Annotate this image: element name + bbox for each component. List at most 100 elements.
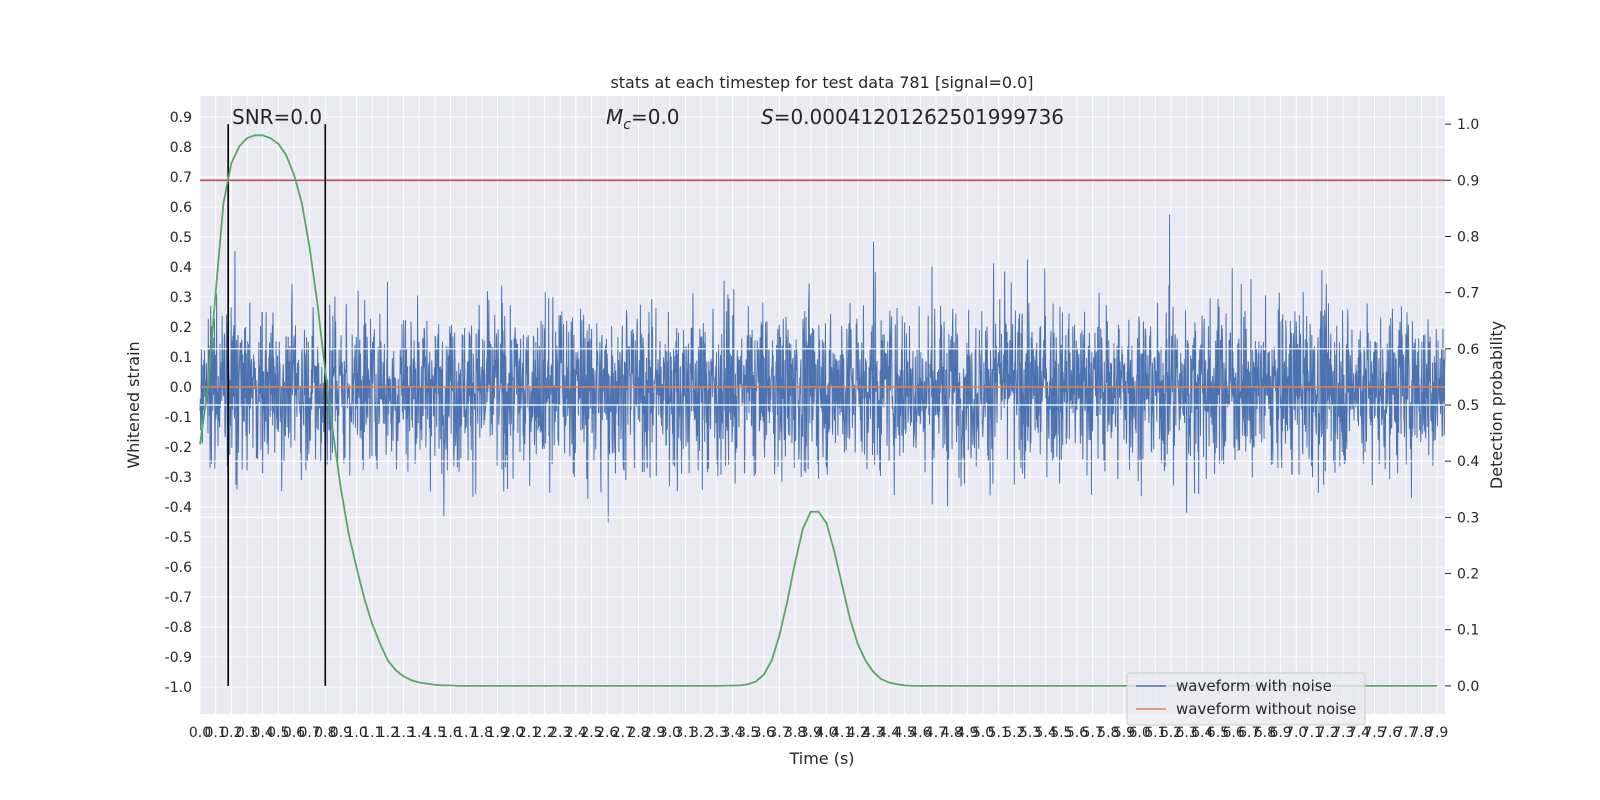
y-tick-label-right: 0.2 [1457, 567, 1479, 583]
x-tick-label: 0.1 [205, 725, 227, 741]
x-tick-label: 4.2 [847, 725, 869, 741]
x-tick-label: 1.4 [408, 725, 430, 741]
legend-label-noisy: waveform with noise [1176, 677, 1332, 695]
x-tick-label: 3.5 [737, 725, 759, 741]
y-tick-label-left: -0.1 [165, 410, 192, 426]
x-tick-label: 6.0 [1128, 725, 1150, 741]
y-tick-label-left: 0.5 [170, 230, 192, 246]
x-tick-label: 7.2 [1316, 725, 1338, 741]
y-tick-label-right: 0.9 [1457, 173, 1479, 189]
x-tick-label: 5.3 [1019, 725, 1041, 741]
y-tick-label-right: 0.3 [1457, 510, 1479, 526]
x-tick-label: 1.1 [361, 725, 383, 741]
x-tick-label: 6.8 [1254, 725, 1276, 741]
x-tick-label: 6.9 [1269, 725, 1291, 741]
x-tick-label: 5.8 [1097, 725, 1119, 741]
y-tick-label-left: 0.3 [170, 290, 192, 306]
x-tick-label: 2.5 [580, 725, 602, 741]
snr-annotation: SNR=0.0 [232, 105, 322, 129]
x-tick-label: 0.2 [220, 725, 242, 741]
detection-probability-line [199, 134, 1438, 687]
x-tick-label: 7.7 [1395, 725, 1417, 741]
x-tick-label: 4.6 [909, 725, 931, 741]
y-tick-label-left: 0.1 [170, 350, 192, 366]
x-tick-label: 5.0 [972, 725, 994, 741]
y-tick-label-right: 1.0 [1457, 117, 1479, 133]
y-tick-label-left: -0.4 [165, 500, 192, 516]
x-tick-label: 4.8 [941, 725, 963, 741]
x-tick-label: 2.8 [627, 725, 649, 741]
y-tick-label-left: -0.5 [165, 530, 192, 546]
x-tick-label: 3.0 [659, 725, 681, 741]
x-tick-label: 0.5 [267, 725, 289, 741]
y-axis-label-left: Whitened strain [124, 341, 143, 468]
x-tick-label: 7.5 [1363, 725, 1385, 741]
x-tick-label: 0.0 [189, 725, 211, 741]
y-tick-label-left: 0.8 [170, 140, 192, 156]
x-tick-label: 0.4 [252, 725, 274, 741]
x-tick-label: 1.7 [455, 725, 477, 741]
x-tick-label: 0.7 [298, 725, 320, 741]
x-tick-label: 4.4 [878, 725, 900, 741]
y-tick-label-right: 0.7 [1457, 286, 1479, 302]
y-tick-label-right: 0.0 [1457, 679, 1479, 695]
x-tick-label: 1.0 [345, 725, 367, 741]
x-tick-label: 6.6 [1222, 725, 1244, 741]
x-tick-label: 0.9 [330, 725, 352, 741]
x-tick-label: 4.0 [815, 725, 837, 741]
x-tick-label: 3.3 [706, 725, 728, 741]
x-tick-label: 6.2 [1160, 725, 1182, 741]
y-tick-label-left: 0.2 [170, 320, 192, 336]
axes-text: 0.00.10.20.30.40.50.60.70.80.91.01.11.21… [165, 110, 1480, 741]
x-tick-label: 0.6 [283, 725, 305, 741]
y-tick-label-right: 0.6 [1457, 342, 1479, 358]
x-tick-label: 6.4 [1191, 725, 1213, 741]
x-tick-label: 1.9 [486, 725, 508, 741]
x-tick-label: 7.8 [1410, 725, 1432, 741]
chart-title: stats at each timestep for test data 781… [610, 73, 1033, 92]
x-tick-label: 7.1 [1301, 725, 1323, 741]
x-tick-label: 1.2 [377, 725, 399, 741]
x-tick-label: 6.5 [1207, 725, 1229, 741]
x-tick-label: 5.9 [1113, 725, 1135, 741]
x-tick-label: 5.1 [988, 725, 1010, 741]
y-tick-label-right: 0.8 [1457, 229, 1479, 245]
x-tick-label: 6.7 [1238, 725, 1260, 741]
x-tick-label: 7.9 [1426, 725, 1448, 741]
legend-box [1126, 672, 1366, 726]
y-tick-label-left: -0.8 [165, 620, 192, 636]
x-tick-label: 5.7 [1082, 725, 1104, 741]
y-tick-label-left: -0.6 [165, 560, 192, 576]
x-tick-label: 4.3 [862, 725, 884, 741]
x-tick-label: 2.4 [565, 725, 587, 741]
y-tick-label-left: 0.6 [170, 200, 192, 216]
x-tick-label: 3.1 [674, 725, 696, 741]
x-tick-label: 3.7 [768, 725, 790, 741]
x-tick-label: 4.9 [956, 725, 978, 741]
x-tick-label: 2.7 [612, 725, 634, 741]
x-tick-label: 2.1 [518, 725, 540, 741]
overlay [199, 124, 1445, 687]
y-tick-label-left: -0.9 [165, 650, 192, 666]
x-tick-label: 3.2 [690, 725, 712, 741]
y-tick-label-left: -0.3 [165, 470, 192, 486]
x-tick-label: 1.5 [424, 725, 446, 741]
x-tick-label: 7.3 [1332, 725, 1354, 741]
x-tick-label: 2.3 [549, 725, 571, 741]
x-tick-label: 2.2 [533, 725, 555, 741]
y-axis-label-right: Detection probability [1487, 321, 1506, 489]
mc-annotation: Mc=0.0 [606, 105, 680, 133]
x-tick-label: 5.5 [1050, 725, 1072, 741]
y-tick-label-left: -0.7 [165, 590, 192, 606]
x-tick-label: 6.3 [1175, 725, 1197, 741]
x-tick-label: 3.8 [784, 725, 806, 741]
y-tick-label-left: 0.7 [170, 170, 192, 186]
y-tick-label-left: -0.2 [165, 440, 192, 456]
x-tick-label: 4.1 [831, 725, 853, 741]
x-tick-label: 6.1 [1144, 725, 1166, 741]
y-tick-label-left: 0.4 [170, 260, 192, 276]
y-tick-label-left: 0.9 [170, 110, 192, 126]
x-tick-label: 5.4 [1035, 725, 1057, 741]
y-tick-label-left: -1.0 [165, 680, 192, 696]
